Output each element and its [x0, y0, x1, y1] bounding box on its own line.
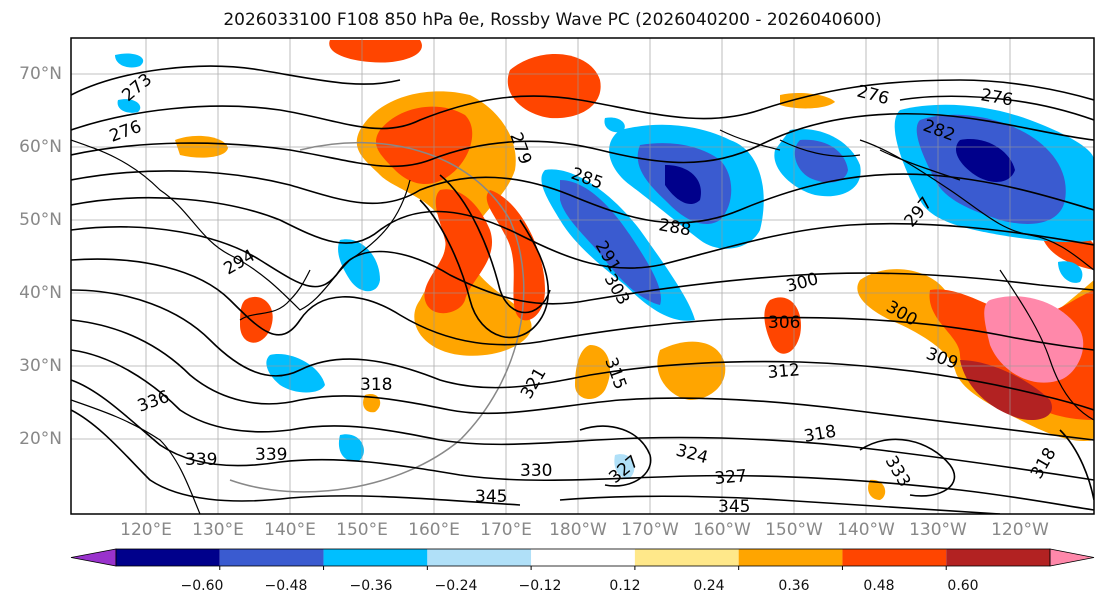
lon-label: 160°W [693, 520, 751, 540]
lat-label: 50°N [19, 210, 62, 230]
colorbar-cell [634, 549, 739, 566]
lon-label: 150°W [765, 520, 823, 540]
colorbar-cell [323, 549, 428, 566]
lon-label: 140°W [837, 520, 895, 540]
coastlines [71, 129, 1094, 514]
contour-label: 318 [360, 375, 392, 395]
lon-label: 140°E [264, 520, 316, 540]
map-frame [70, 37, 1095, 515]
colorbar-cell [738, 549, 843, 566]
colorbar-tick: −0.48 [264, 578, 308, 594]
lon-label: 120°W [991, 520, 1049, 540]
colorbar-cell [427, 549, 532, 566]
lon-label: 130°W [909, 520, 967, 540]
colorbar-extend-max [1049, 548, 1095, 567]
contour-label: 339 [185, 450, 217, 470]
colorbar-frame [115, 548, 1051, 567]
colorbar-tick: −0.12 [518, 578, 562, 594]
lat-label: 60°N [19, 137, 62, 157]
map-plot: 273 276 279 285 288 291 294 300 300 303 … [70, 37, 1095, 517]
colorbar-tick: 0.12 [609, 578, 641, 594]
lat-label: 40°N [19, 283, 62, 303]
colorbar-tick: 0.24 [693, 578, 725, 594]
lon-label: 160°E [408, 520, 460, 540]
map-title: 2026033100 F108 850 hPa θe, Rossby Wave … [223, 10, 882, 30]
contour-label: 327 [714, 466, 748, 489]
lon-label: 180°W [549, 520, 607, 540]
colorbar-tick: −0.24 [434, 578, 478, 594]
colorbar-tick: 0.48 [863, 578, 895, 594]
colorbar-extend-min [70, 548, 117, 567]
contour-label: 339 [255, 445, 287, 465]
colorbar-cell [842, 549, 947, 566]
lon-label: 170°W [621, 520, 679, 540]
colorbar-tick: 0.36 [778, 578, 810, 594]
contour-label: 312 [767, 360, 801, 383]
colorbar-tick: −0.36 [349, 578, 393, 594]
lon-label: 120°E [120, 520, 172, 540]
lat-label: 20°N [19, 429, 62, 449]
lon-label: 170°E [480, 520, 532, 540]
contour-label: 330 [520, 461, 552, 481]
colorbar-cell [946, 549, 1050, 566]
colorbar-cell [219, 549, 324, 566]
theta-e-contours [71, 65, 1094, 514]
colorbar-cell [531, 549, 635, 566]
lat-label: 30°N [19, 356, 62, 376]
lon-label: 130°E [192, 520, 244, 540]
positive-anomaly-shading [175, 40, 1094, 500]
contour-label: 345 [718, 497, 750, 517]
colorbar-tick: −0.60 [180, 578, 224, 594]
contour-label-group: 273 276 279 285 288 291 294 300 300 303 … [107, 70, 1061, 517]
lat-label: 70°N [19, 64, 62, 84]
colorbar-tick: 0.60 [947, 578, 979, 594]
contour-label: 345 [475, 487, 507, 507]
colorbar-cell [116, 549, 220, 566]
contour-label: 306 [768, 313, 800, 333]
lon-label: 150°E [336, 520, 388, 540]
